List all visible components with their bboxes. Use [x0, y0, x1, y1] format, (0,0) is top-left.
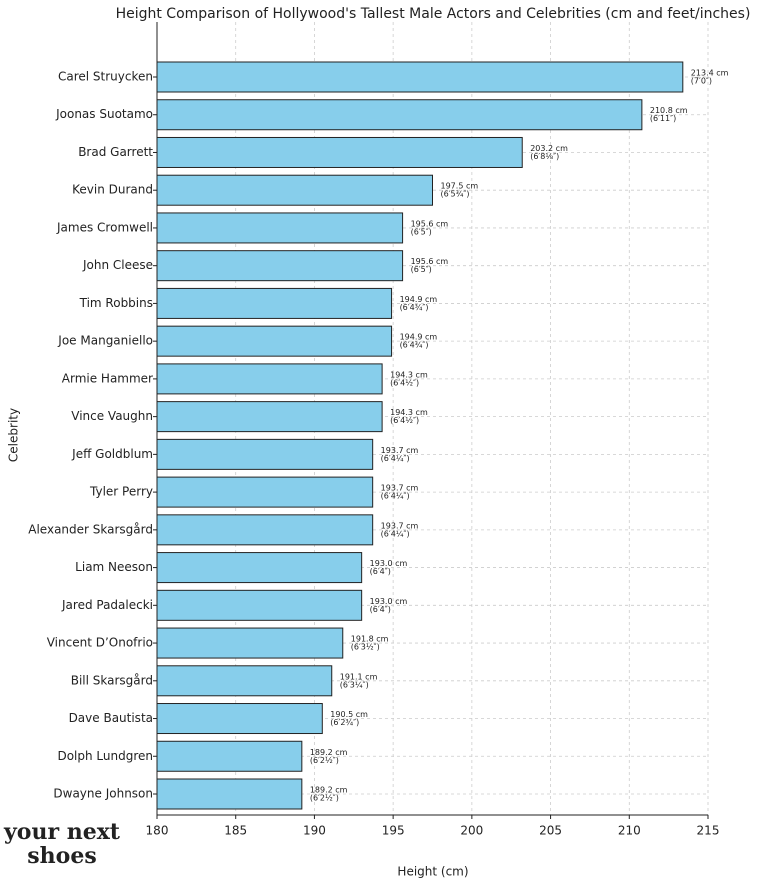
- feet-label: (7′0″): [691, 77, 712, 86]
- y-tick-label: Joe Manganiello: [57, 334, 153, 348]
- value-label: 194.3 cm: [390, 408, 428, 417]
- bar: [156, 740, 303, 772]
- bar: [156, 778, 303, 810]
- x-tick-label: 185: [224, 824, 247, 838]
- value-label: 190.5 cm: [330, 710, 368, 719]
- bar: [156, 589, 363, 621]
- feet-label: (6′4¾″): [400, 303, 429, 312]
- y-tick-label: Dolph Lundgren: [57, 749, 153, 763]
- x-tick-label: 195: [382, 824, 405, 838]
- feet-label: (6′11″): [650, 114, 676, 123]
- value-label: 189.2 cm: [310, 786, 348, 795]
- bar: [156, 99, 643, 131]
- y-tick-label: Dave Bautista: [69, 711, 153, 725]
- value-label: 195.6 cm: [411, 257, 449, 266]
- y-tick-label: Tyler Perry: [89, 485, 153, 499]
- y-tick-label: Vincent D’Onofrio: [47, 636, 153, 650]
- feet-label: (6′3¼″): [340, 680, 369, 689]
- bar: [156, 212, 404, 244]
- y-axis-label: Celebrity: [7, 408, 21, 462]
- feet-label: (6′5″): [411, 227, 432, 236]
- bar: [156, 174, 433, 206]
- bar: [156, 136, 523, 168]
- feet-label: (6′4½″): [390, 416, 419, 425]
- feet-label: (6′4¼″): [381, 454, 410, 463]
- bar: [156, 363, 383, 395]
- feet-label: (6′2¾″): [330, 718, 359, 727]
- feet-label: (6′2½″): [310, 794, 339, 803]
- bar: [156, 61, 684, 93]
- feet-label: (6′4″): [370, 567, 391, 576]
- value-label: 191.8 cm: [351, 635, 389, 644]
- y-tick-label: Carel Struycken: [58, 70, 153, 84]
- bar: [156, 250, 404, 282]
- bar: [156, 514, 374, 546]
- value-label: 195.6 cm: [411, 219, 449, 228]
- feet-label: (6′5″): [411, 265, 432, 274]
- y-tick-label: Kevin Durand: [72, 183, 153, 197]
- feet-label: (6′4½″): [390, 378, 419, 387]
- y-tick-label: Armie Hammer: [62, 371, 153, 385]
- feet-label: (6′4¼″): [381, 529, 410, 538]
- value-label: 194.9 cm: [400, 295, 438, 304]
- bar: [156, 703, 323, 735]
- bar: [156, 401, 383, 433]
- bar: [156, 287, 393, 319]
- bar: [156, 552, 363, 584]
- feet-label: (6′4″): [370, 605, 391, 614]
- x-tick-label: 190: [303, 824, 326, 838]
- bar: [156, 325, 393, 357]
- y-tick-label: Jared Padalecki: [61, 598, 153, 612]
- value-label: 213.4 cm: [691, 69, 729, 78]
- x-tick-label: 180: [146, 824, 169, 838]
- feet-label: (6′2½″): [310, 756, 339, 765]
- bar: [156, 438, 374, 470]
- feet-label: (6′4¾″): [400, 341, 429, 350]
- y-tick-label: Dwayne Johnson: [53, 787, 153, 801]
- bar: [156, 665, 333, 697]
- x-tick-label: 205: [539, 824, 562, 838]
- value-label: 189.2 cm: [310, 748, 348, 757]
- watermark-text: shoes: [27, 843, 96, 869]
- value-label: 193.7 cm: [381, 484, 419, 493]
- y-tick-label: Joonas Suotamo: [55, 107, 153, 121]
- y-tick-label: John Cleese: [82, 258, 153, 272]
- watermark-text: your next: [3, 819, 121, 845]
- value-label: 194.3 cm: [390, 370, 428, 379]
- value-label: 203.2 cm: [530, 144, 568, 153]
- value-label: 193.7 cm: [381, 446, 419, 455]
- value-label: 193.7 cm: [381, 521, 419, 530]
- feet-label: (6′3½″): [351, 643, 380, 652]
- y-tick-label: Tim Robbins: [79, 296, 153, 310]
- x-tick-label: 210: [618, 824, 641, 838]
- value-label: 193.0 cm: [370, 597, 408, 606]
- value-label: 197.5 cm: [441, 182, 479, 191]
- chart-title: Height Comparison of Hollywood's Tallest…: [116, 6, 751, 22]
- feet-label: (6′8⅛″): [530, 152, 559, 161]
- value-label: 210.8 cm: [650, 106, 688, 115]
- x-tick-label: 215: [697, 824, 720, 838]
- value-label: 194.9 cm: [400, 333, 438, 342]
- bar: [156, 476, 374, 508]
- y-tick-label: James Cromwell: [56, 220, 153, 234]
- feet-label: (6′5¾″): [441, 190, 470, 199]
- y-tick-label: Vince Vaughn: [71, 409, 153, 423]
- x-axis-label: Height (cm): [397, 865, 468, 879]
- y-tick-label: Bill Skarsgård: [71, 673, 153, 687]
- y-tick-label: Liam Neeson: [75, 560, 153, 574]
- y-tick-label: Brad Garrett: [78, 145, 153, 159]
- bar: [156, 627, 344, 659]
- value-label: 193.0 cm: [370, 559, 408, 568]
- value-label: 191.1 cm: [340, 672, 378, 681]
- y-tick-label: Jeff Goldblum: [71, 447, 153, 461]
- x-tick-label: 200: [460, 824, 483, 838]
- y-tick-label: Alexander Skarsgård: [28, 522, 153, 536]
- feet-label: (6′4¼″): [381, 492, 410, 501]
